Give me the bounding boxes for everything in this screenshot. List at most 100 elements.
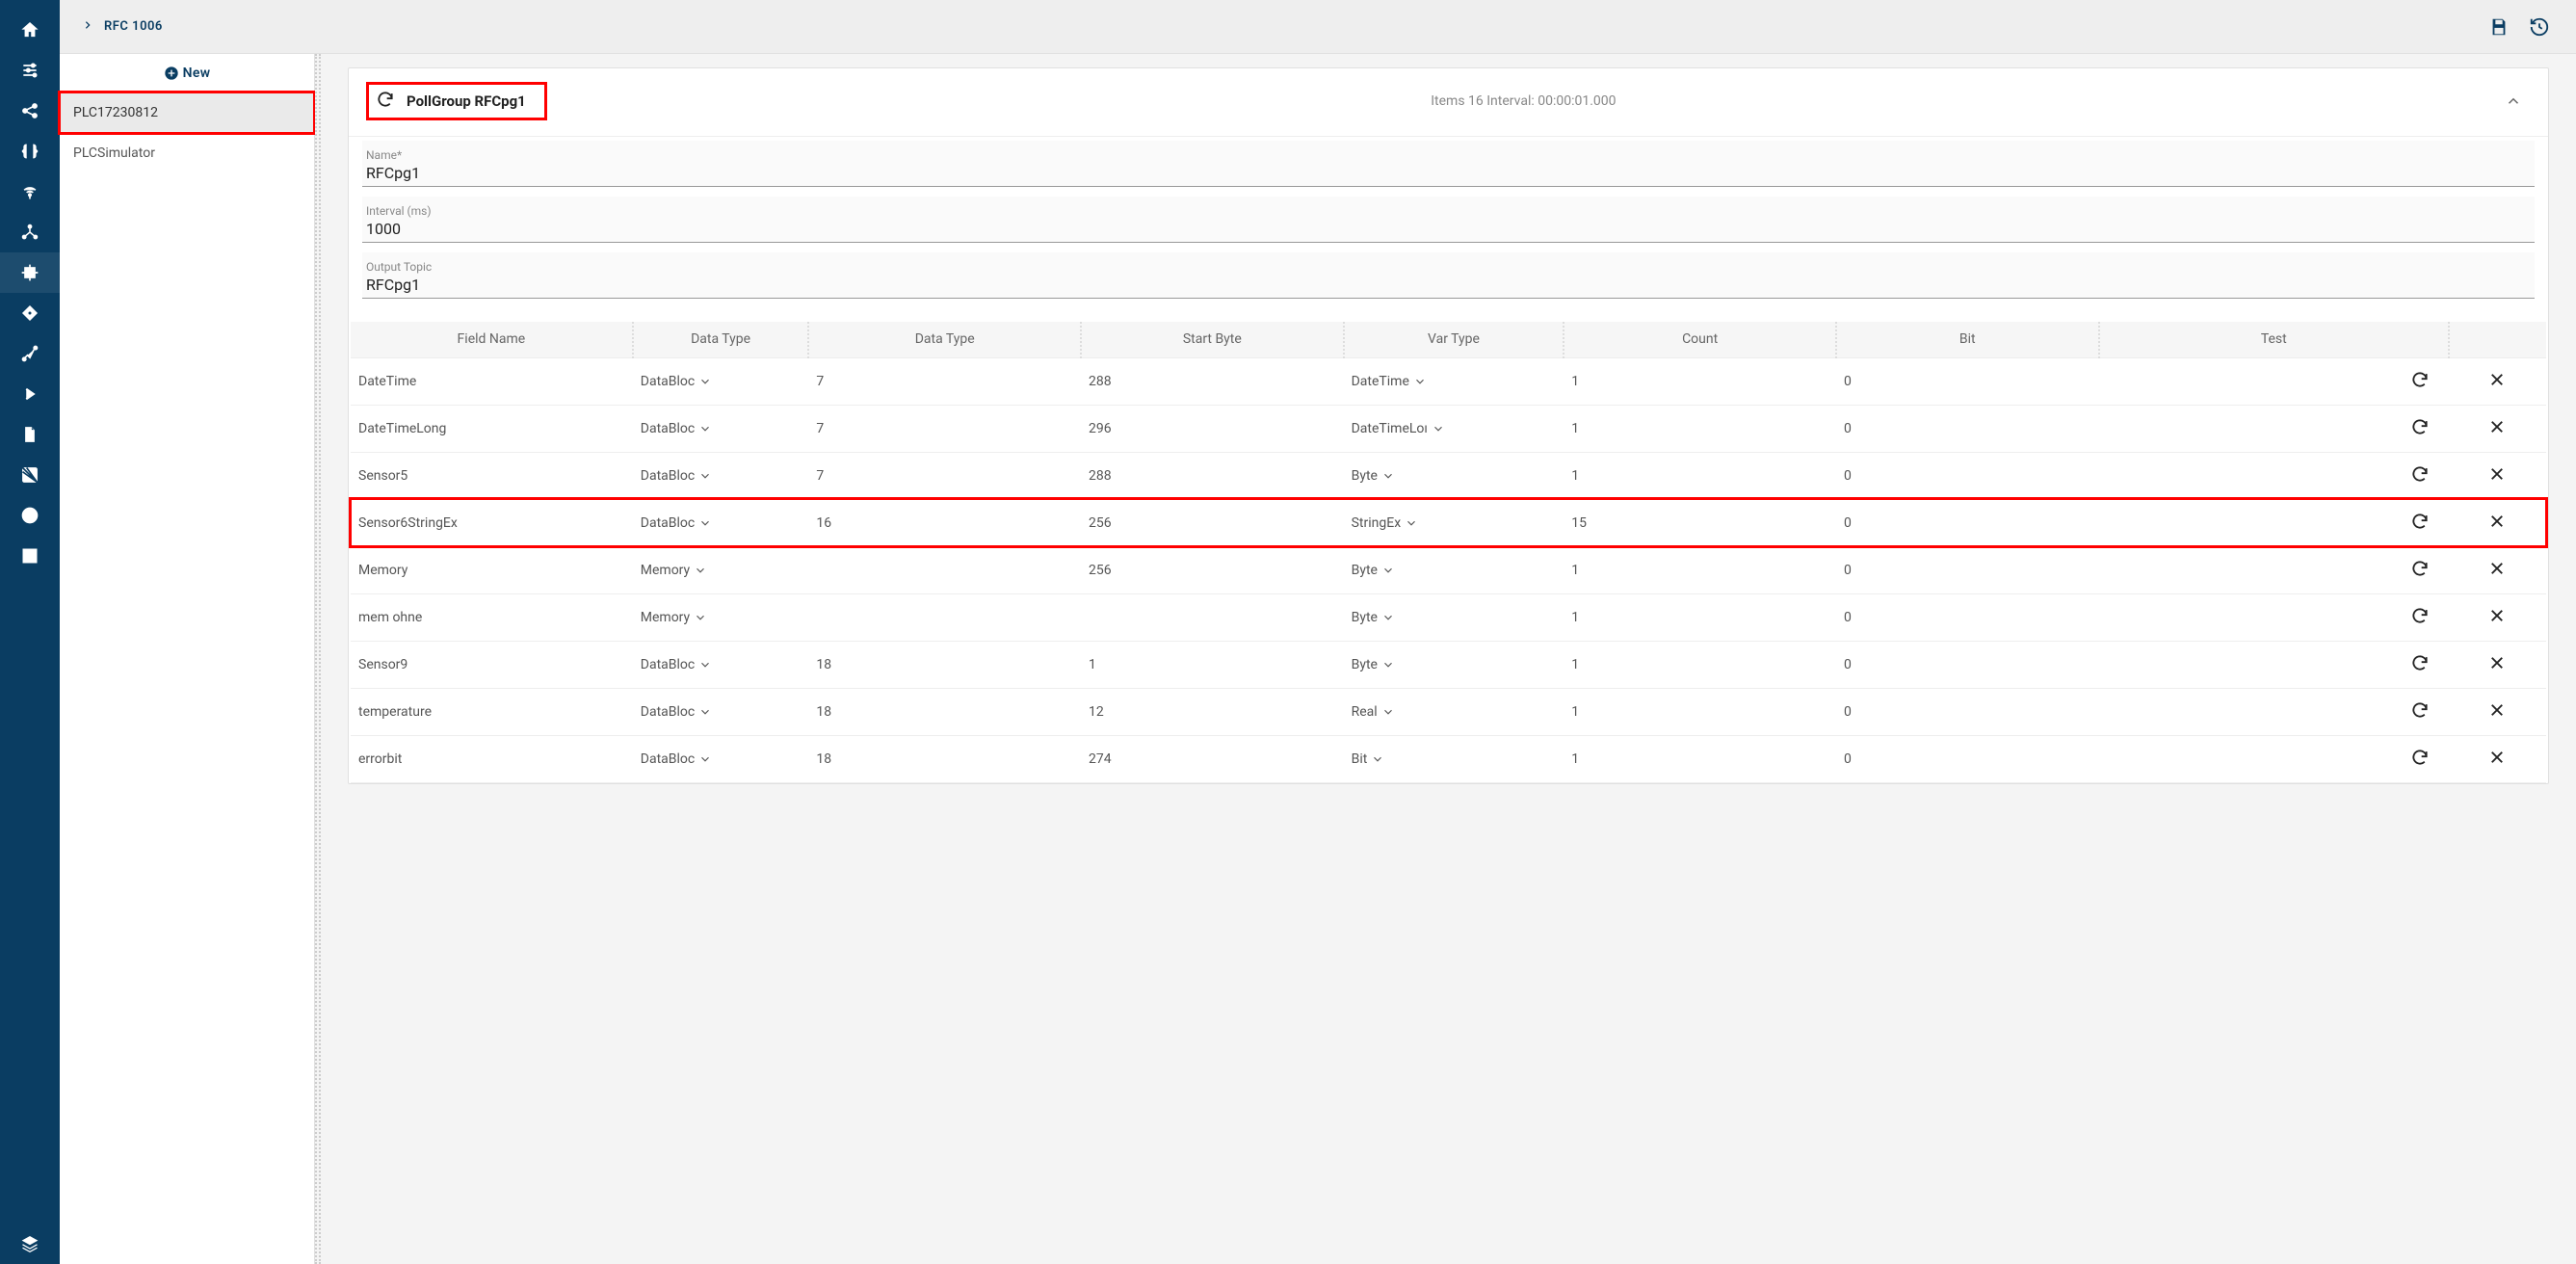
nav-greater-icon[interactable] [0,374,60,414]
cell-vartype[interactable]: Real [1344,688,1564,735]
cell-bit[interactable]: 0 [1836,499,2099,546]
cell-datatype[interactable]: 7 [808,405,1081,452]
history-button[interactable] [2526,13,2553,40]
save-button[interactable] [2485,13,2512,40]
nav-file-icon[interactable] [0,414,60,455]
nav-home-icon[interactable] [0,10,60,50]
name-field[interactable]: Name* RFCpg1 [362,141,2535,187]
plc-item[interactable]: PLCSimulator [60,133,314,173]
cell-start[interactable]: 296 [1081,405,1344,452]
cell-dtype[interactable]: DataBloc [633,499,809,546]
topic-field[interactable]: Output Topic RFCpg1 [362,252,2535,299]
nav-braces-icon[interactable] [0,131,60,171]
nav-network-icon[interactable] [0,212,60,252]
cell-bit[interactable]: 0 [1836,405,2099,452]
cell-field[interactable]: errorbit [351,735,633,782]
cell-delete[interactable] [2449,452,2546,499]
nav-stripes-icon[interactable] [0,455,60,495]
cell-count[interactable]: 1 [1564,452,1836,499]
cell-bit[interactable]: 0 [1836,735,2099,782]
cell-field[interactable]: DateTime [351,357,633,405]
nav-globe-icon[interactable] [0,495,60,536]
cell-bit[interactable]: 0 [1836,688,2099,735]
cell-start[interactable]: 1 [1081,641,1344,688]
cell-test[interactable] [2099,688,2449,735]
cell-delete[interactable] [2449,641,2546,688]
cell-dtype[interactable]: DataBloc [633,641,809,688]
cell-vartype[interactable]: Bit [1344,735,1564,782]
cell-vartype[interactable]: Byte [1344,641,1564,688]
cell-bit[interactable]: 0 [1836,452,2099,499]
nav-layers-icon[interactable] [0,1224,60,1264]
cell-dtype[interactable]: DataBloc [633,688,809,735]
cell-field[interactable]: Memory [351,546,633,593]
cell-field[interactable]: Sensor6StringEx [351,499,633,546]
cell-datatype[interactable]: 18 [808,688,1081,735]
cell-datatype[interactable] [808,593,1081,641]
cell-field[interactable]: mem ohne [351,593,633,641]
cell-field[interactable]: DateTimeLong [351,405,633,452]
cell-vartype[interactable]: StringEx [1344,499,1564,546]
cell-datatype[interactable]: 7 [808,357,1081,405]
cell-field[interactable]: Sensor5 [351,452,633,499]
cell-count[interactable]: 1 [1564,688,1836,735]
cell-delete[interactable] [2449,499,2546,546]
plc-item[interactable]: PLC17230812 [60,92,314,133]
cell-dtype[interactable]: DataBloc [633,735,809,782]
cell-dtype[interactable]: Memory [633,593,809,641]
breadcrumb[interactable]: RFC 1006 [83,19,163,34]
cell-count[interactable]: 1 [1564,546,1836,593]
nav-expand-icon[interactable] [0,536,60,576]
nav-signal-icon[interactable] [0,171,60,212]
cell-bit[interactable]: 0 [1836,641,2099,688]
cell-field[interactable]: Sensor9 [351,641,633,688]
cell-test[interactable] [2099,499,2449,546]
cell-field[interactable]: temperature [351,688,633,735]
cell-start[interactable] [1081,593,1344,641]
nav-diamond-icon[interactable] [0,293,60,333]
cell-count[interactable]: 1 [1564,735,1836,782]
cell-dtype[interactable]: DataBloc [633,405,809,452]
cell-datatype[interactable]: 18 [808,735,1081,782]
cell-datatype[interactable]: 18 [808,641,1081,688]
cell-start[interactable]: 256 [1081,546,1344,593]
cell-test[interactable] [2099,405,2449,452]
interval-field[interactable]: Interval (ms) 1000 [362,197,2535,243]
cell-delete[interactable] [2449,688,2546,735]
cell-start[interactable]: 288 [1081,452,1344,499]
cell-start[interactable]: 12 [1081,688,1344,735]
cell-datatype[interactable]: 16 [808,499,1081,546]
cell-count[interactable]: 1 [1564,641,1836,688]
cell-bit[interactable]: 0 [1836,593,2099,641]
cell-vartype[interactable]: Byte [1344,593,1564,641]
cell-delete[interactable] [2449,593,2546,641]
nav-chip-icon[interactable] [0,252,60,293]
cell-start[interactable]: 256 [1081,499,1344,546]
cell-dtype[interactable]: DataBloc [633,357,809,405]
cell-delete[interactable] [2449,357,2546,405]
cell-test[interactable] [2099,641,2449,688]
collapse-button[interactable] [2502,90,2525,113]
cell-vartype[interactable]: DateTime [1344,357,1564,405]
cell-bit[interactable]: 0 [1836,546,2099,593]
cell-dtype[interactable]: Memory [633,546,809,593]
cell-test[interactable] [2099,452,2449,499]
cell-count[interactable]: 1 [1564,593,1836,641]
cell-count[interactable]: 1 [1564,357,1836,405]
cell-delete[interactable] [2449,546,2546,593]
cell-test[interactable] [2099,357,2449,405]
cell-dtype[interactable]: DataBloc [633,452,809,499]
cell-start[interactable]: 274 [1081,735,1344,782]
cell-datatype[interactable] [808,546,1081,593]
cell-test[interactable] [2099,593,2449,641]
cell-vartype[interactable]: Byte [1344,452,1564,499]
cell-test[interactable] [2099,546,2449,593]
cell-delete[interactable] [2449,405,2546,452]
cell-delete[interactable] [2449,735,2546,782]
cell-vartype[interactable]: Byte [1344,546,1564,593]
nav-sliders-icon[interactable] [0,50,60,91]
cell-bit[interactable]: 0 [1836,357,2099,405]
cell-count[interactable]: 1 [1564,405,1836,452]
cell-vartype[interactable]: DateTimeLoı [1344,405,1564,452]
new-button[interactable]: New [60,54,314,92]
